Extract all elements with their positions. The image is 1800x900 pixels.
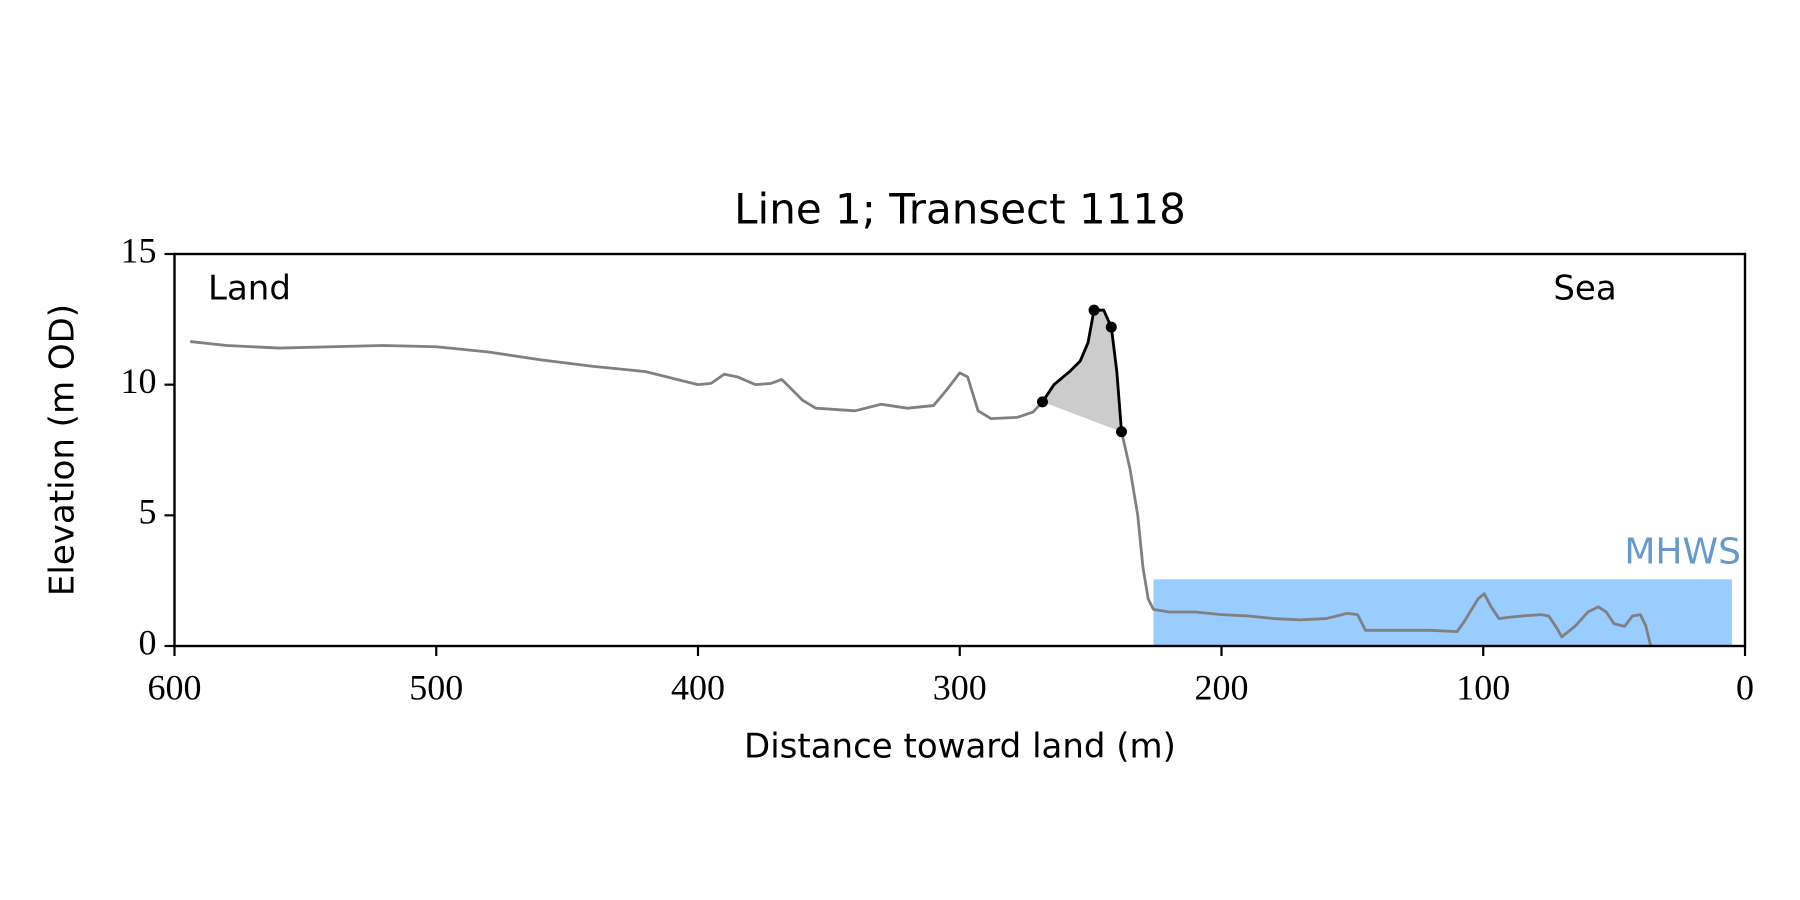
y-tick-label: 15 [121, 230, 157, 270]
x-tick-label: 300 [933, 667, 987, 707]
x-tick-label: 600 [148, 667, 202, 707]
y-tick-label: 10 [121, 361, 157, 401]
dune-point [1105, 321, 1117, 333]
dune-area [1042, 310, 1122, 432]
x-tick-label: 400 [671, 667, 725, 707]
profile-line [1041, 308, 1123, 432]
chart-title: Line 1; Transect 1118 [734, 185, 1186, 234]
annotation: Sea [1553, 269, 1616, 309]
x-tick-label: 200 [1195, 667, 1249, 707]
y-axis-label: Elevation (m OD) [43, 304, 83, 596]
dune-point [1088, 304, 1100, 316]
x-tick-label: 500 [409, 667, 463, 707]
mhws-area [1153, 579, 1732, 646]
x-tick-label: 0 [1736, 667, 1754, 707]
y-tick-label: 5 [139, 492, 157, 532]
annotation: Land [208, 269, 291, 309]
dune-point [1116, 426, 1128, 438]
x-axis-label: Distance toward land (m) [744, 727, 1176, 767]
y-tick-label: 0 [139, 622, 157, 662]
dune-point [1036, 396, 1048, 408]
mhws-label: MHWS [1624, 531, 1741, 572]
x-tick-label: 100 [1456, 667, 1510, 707]
